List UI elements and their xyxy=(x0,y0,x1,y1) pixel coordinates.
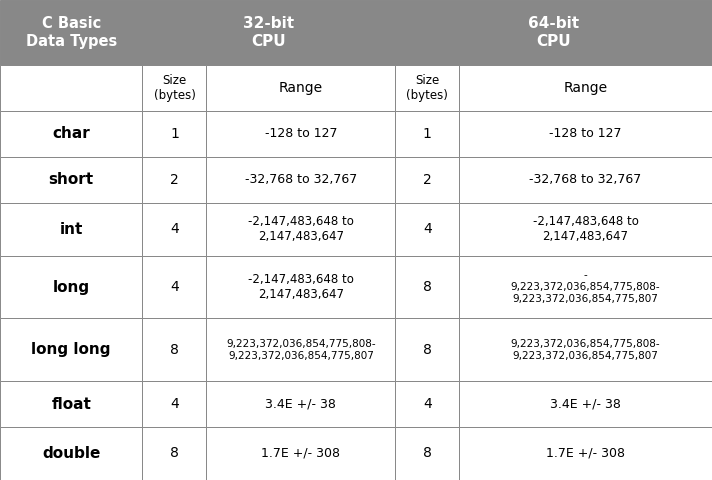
Bar xyxy=(206,65,395,111)
Text: 64-bit
CPU: 64-bit CPU xyxy=(528,16,579,49)
Bar xyxy=(142,381,206,427)
Text: 1: 1 xyxy=(423,127,431,141)
Text: 4: 4 xyxy=(423,397,431,411)
Text: float: float xyxy=(51,396,91,411)
Text: -2,147,483,648 to
2,147,483,647: -2,147,483,648 to 2,147,483,647 xyxy=(533,215,639,243)
Text: Range: Range xyxy=(564,81,607,95)
Text: long: long xyxy=(53,279,90,295)
Bar xyxy=(206,203,395,256)
Bar xyxy=(0,203,142,256)
Bar xyxy=(142,0,395,65)
Text: 9,223,372,036,854,775,808-
9,223,372,036,854,775,807: 9,223,372,036,854,775,808- 9,223,372,036… xyxy=(511,339,661,360)
Text: 2: 2 xyxy=(170,173,179,187)
Text: 8: 8 xyxy=(170,446,179,460)
Bar xyxy=(206,157,395,203)
Bar xyxy=(395,318,459,381)
Text: char: char xyxy=(52,126,90,142)
Bar xyxy=(395,256,459,318)
Text: 4: 4 xyxy=(170,222,179,236)
Bar xyxy=(459,256,712,318)
Text: -128 to 127: -128 to 127 xyxy=(265,127,337,140)
Bar xyxy=(395,65,459,111)
Bar xyxy=(0,318,142,381)
Bar xyxy=(395,203,459,256)
Text: 32-bit
CPU: 32-bit CPU xyxy=(244,16,294,49)
Text: 1.7E +/- 308: 1.7E +/- 308 xyxy=(546,447,625,460)
Bar xyxy=(459,381,712,427)
Text: -32,768 to 32,767: -32,768 to 32,767 xyxy=(530,173,642,186)
Text: -128 to 127: -128 to 127 xyxy=(550,127,622,140)
Text: Size
(bytes): Size (bytes) xyxy=(154,74,195,102)
Text: 1: 1 xyxy=(170,127,179,141)
Bar xyxy=(0,65,142,111)
Text: double: double xyxy=(42,446,100,461)
Text: 4: 4 xyxy=(170,397,179,411)
Text: -32,768 to 32,767: -32,768 to 32,767 xyxy=(245,173,357,186)
Bar xyxy=(142,256,206,318)
Text: 3.4E +/- 38: 3.4E +/- 38 xyxy=(550,397,621,410)
Text: 8: 8 xyxy=(170,343,179,357)
Bar xyxy=(395,381,459,427)
Bar xyxy=(0,157,142,203)
Bar xyxy=(142,157,206,203)
Bar xyxy=(142,318,206,381)
Text: 4: 4 xyxy=(423,222,431,236)
Bar xyxy=(206,318,395,381)
Bar xyxy=(395,157,459,203)
Bar xyxy=(206,427,395,480)
Text: Size
(bytes): Size (bytes) xyxy=(407,74,448,102)
Text: 8: 8 xyxy=(423,280,431,294)
Bar xyxy=(459,427,712,480)
Text: 8: 8 xyxy=(423,446,431,460)
Bar xyxy=(395,111,459,157)
Bar xyxy=(0,381,142,427)
Bar xyxy=(395,427,459,480)
Bar xyxy=(142,111,206,157)
Bar xyxy=(206,111,395,157)
Bar xyxy=(459,318,712,381)
Bar xyxy=(0,0,142,65)
Bar xyxy=(459,111,712,157)
Bar xyxy=(142,203,206,256)
Text: short: short xyxy=(48,172,94,187)
Text: int: int xyxy=(60,222,83,237)
Text: long long: long long xyxy=(31,342,111,357)
Bar xyxy=(206,256,395,318)
Bar xyxy=(206,381,395,427)
Bar xyxy=(0,111,142,157)
Text: 3.4E +/- 38: 3.4E +/- 38 xyxy=(266,397,336,410)
Text: 2: 2 xyxy=(423,173,431,187)
Bar xyxy=(459,157,712,203)
Text: -2,147,483,648 to
2,147,483,647: -2,147,483,648 to 2,147,483,647 xyxy=(248,273,354,301)
Bar xyxy=(0,256,142,318)
Text: -
9,223,372,036,854,775,808-
9,223,372,036,854,775,807: - 9,223,372,036,854,775,808- 9,223,372,0… xyxy=(511,270,661,304)
Bar xyxy=(0,427,142,480)
Text: C Basic
Data Types: C Basic Data Types xyxy=(26,16,117,49)
Text: 9,223,372,036,854,775,808-
9,223,372,036,854,775,807: 9,223,372,036,854,775,808- 9,223,372,036… xyxy=(226,339,376,360)
Bar xyxy=(459,203,712,256)
Bar xyxy=(142,65,206,111)
Bar xyxy=(459,65,712,111)
Bar xyxy=(142,427,206,480)
Text: 4: 4 xyxy=(170,280,179,294)
Text: -2,147,483,648 to
2,147,483,647: -2,147,483,648 to 2,147,483,647 xyxy=(248,215,354,243)
Text: 8: 8 xyxy=(423,343,431,357)
Bar xyxy=(395,0,712,65)
Text: Range: Range xyxy=(279,81,323,95)
Text: 1.7E +/- 308: 1.7E +/- 308 xyxy=(261,447,340,460)
